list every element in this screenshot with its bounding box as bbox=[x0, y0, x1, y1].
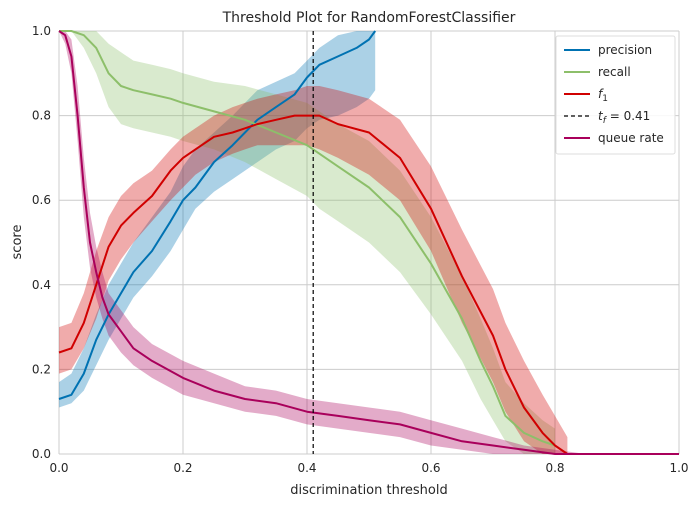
y-axis-label: score bbox=[10, 225, 25, 260]
y-tick-label: 0.6 bbox=[32, 193, 51, 207]
x-tick-label: 0.4 bbox=[297, 461, 316, 475]
precision-band bbox=[59, 31, 376, 408]
precision-line bbox=[58, 30, 377, 400]
f1-line bbox=[58, 114, 568, 455]
confidence-bands bbox=[59, 31, 679, 454]
x-tick-label: 0.2 bbox=[173, 461, 192, 475]
x-tick-label: 0.6 bbox=[421, 461, 440, 475]
y-tick-label: 0.0 bbox=[32, 447, 51, 461]
legend-label-threshold: tf = 0.41 bbox=[598, 109, 650, 126]
chart-title: Threshold Plot for RandomForestClassifie… bbox=[222, 10, 516, 26]
legend-label-queue-rate: queue rate bbox=[598, 131, 664, 145]
legend: precision recall f1 tf = 0.41 queue rate bbox=[555, 35, 676, 155]
y-tick-label: 0.8 bbox=[32, 109, 51, 123]
recall-line bbox=[59, 30, 556, 447]
legend-label-recall: recall bbox=[598, 65, 631, 79]
x-tick-label: 0.8 bbox=[545, 461, 564, 475]
legend-box bbox=[555, 35, 676, 155]
y-tick-label: 0.2 bbox=[32, 362, 51, 376]
y-tick-label: 1.0 bbox=[32, 24, 51, 38]
queue-rate-line bbox=[58, 30, 679, 455]
x-tick-label: 1.0 bbox=[669, 461, 688, 475]
x-axis-label: discrimination threshold bbox=[290, 483, 447, 498]
x-tick-label: 0.0 bbox=[49, 461, 68, 475]
legend-label-f1: f1 bbox=[598, 87, 608, 104]
f1-band bbox=[59, 86, 568, 454]
series-lines bbox=[58, 30, 679, 455]
y-tick-label: 0.4 bbox=[32, 278, 51, 292]
tick-labels: 0.0 0.2 0.4 0.6 0.8 1.0 0.0 0.2 0.4 0.6 0.8 1.0 bbox=[32, 24, 689, 475]
legend-label-precision: precision bbox=[598, 43, 652, 57]
recall-band bbox=[59, 31, 555, 454]
